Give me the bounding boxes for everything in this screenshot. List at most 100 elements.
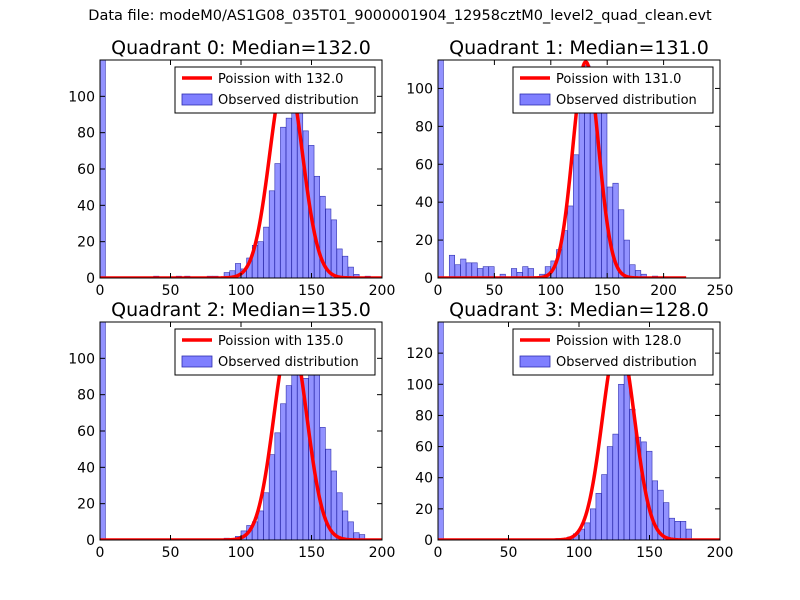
histogram-bar	[460, 258, 467, 278]
histogram-bar	[438, 60, 444, 278]
x-tick-label: 50	[162, 283, 180, 299]
chart-title: Quadrant 3: Median=128.0	[449, 299, 709, 321]
legend-label-poisson: Poission with 128.0	[556, 334, 681, 349]
histogram-bar	[488, 266, 495, 278]
histogram-bar	[448, 254, 455, 278]
histogram-bar	[263, 226, 270, 278]
legend: Poission with 131.0 Observed distribution	[512, 66, 714, 114]
figure-title: Data file: modeM0/AS1G08_035T01_90000019…	[88, 8, 712, 24]
legend-label-poisson: Poission with 131.0	[556, 72, 681, 87]
legend-label-observed: Observed distribution	[556, 93, 697, 108]
y-tick-label: 20	[415, 502, 433, 518]
histogram-bar	[263, 492, 270, 540]
legend-bar-swatch	[181, 355, 213, 368]
y-tick-label: 60	[415, 157, 433, 173]
histogram-bar	[342, 255, 349, 278]
histogram-bar	[268, 454, 275, 540]
chart-panel-2: Quadrant 2: Median=135.0 0 50 100 150 200 0 20 4…	[68, 299, 395, 561]
x-tick-label: 50	[500, 545, 518, 561]
histogram-bar	[347, 521, 354, 540]
y-tick-label: 0	[424, 271, 433, 287]
histogram-bar	[336, 248, 343, 278]
histogram-bar	[680, 521, 687, 540]
chart-title: Quadrant 0: Median=132.0	[111, 37, 371, 59]
x-tick-label: 150	[298, 545, 325, 561]
chart-panel-1: Quadrant 1: Median=131.0 0 50 100 150 200 250 0…	[406, 37, 733, 299]
legend: Poission with 135.0 Observed distribution	[174, 328, 376, 376]
histogram-bar	[578, 107, 585, 278]
y-tick-label: 0	[424, 533, 433, 549]
legend-bar-swatch	[181, 93, 213, 106]
histogram-bar	[567, 205, 574, 278]
histogram-bar	[353, 274, 360, 278]
histogram-bar	[438, 322, 444, 540]
histogram-bar	[612, 433, 619, 540]
y-tick-label: 80	[415, 119, 433, 135]
y-tick-label: 20	[415, 233, 433, 249]
histogram-bar	[471, 262, 478, 278]
y-tick-label: 60	[415, 440, 433, 456]
y-tick-label: 80	[77, 126, 95, 142]
histogram-bar	[674, 521, 681, 540]
y-tick-label: 40	[415, 471, 433, 487]
histogram-bar	[274, 432, 281, 540]
histogram-bar	[595, 492, 602, 540]
histogram-bar	[280, 126, 287, 278]
histogram-bar	[314, 370, 320, 540]
histogram-bar	[347, 266, 354, 278]
histogram-bar	[465, 262, 472, 278]
legend: Poission with 132.0 Observed distribution	[174, 66, 376, 114]
y-tick-label: 0	[86, 533, 95, 549]
y-tick-label: 60	[77, 162, 95, 178]
histogram-bar	[663, 502, 670, 540]
histogram-bar	[285, 385, 292, 540]
chart-panel-3: Quadrant 3: Median=128.0 0 50 100 150 200 0 20 4…	[406, 299, 733, 561]
legend-label-poisson: Poission with 132.0	[218, 72, 343, 87]
y-tick-label: 0	[86, 271, 95, 287]
y-tick-label: 40	[415, 195, 433, 211]
histogram-bar	[623, 239, 630, 278]
y-tick-label: 100	[68, 89, 95, 105]
histogram-bar	[499, 273, 506, 278]
histogram-bar	[606, 446, 613, 540]
histogram-bar	[330, 219, 337, 278]
legend-bar-swatch	[519, 355, 551, 368]
y-tick-label: 40	[77, 460, 95, 476]
histogram-bar	[314, 175, 320, 278]
histogram-bar	[280, 403, 287, 540]
x-tick-label: 200	[369, 283, 396, 299]
histogram-bar	[584, 522, 591, 540]
histogram-bar	[618, 383, 625, 540]
histogram-bar	[257, 241, 264, 278]
y-tick-label: 120	[406, 346, 433, 362]
chart-title: Quadrant 2: Median=135.0	[111, 299, 371, 321]
histogram-bar	[285, 117, 292, 278]
legend-bar-swatch	[519, 93, 551, 106]
y-tick-label: 20	[77, 235, 95, 251]
x-tick-label: 150	[298, 283, 325, 299]
histogram-bar	[291, 356, 298, 540]
y-tick-label: 100	[68, 351, 95, 367]
x-tick-label: 100	[537, 283, 564, 299]
histogram-bar	[257, 510, 264, 540]
histogram-bar	[573, 154, 580, 278]
legend: Poission with 128.0 Observed distribution	[512, 328, 714, 376]
axes-frame	[437, 59, 721, 279]
x-tick-label: 100	[228, 545, 255, 561]
x-tick-label: 150	[594, 283, 621, 299]
y-tick-label: 60	[77, 424, 95, 440]
histogram-bar	[668, 517, 675, 540]
histogram-bar	[268, 190, 275, 278]
y-tick-label: 100	[406, 377, 433, 393]
y-tick-label: 100	[406, 81, 433, 97]
x-tick-label: 200	[707, 545, 734, 561]
x-tick-label: 100	[566, 545, 593, 561]
x-tick-label: 0	[434, 283, 443, 299]
x-tick-label: 100	[228, 283, 255, 299]
histogram-bar	[342, 510, 349, 540]
legend-label-observed: Observed distribution	[218, 355, 359, 370]
y-tick-label: 40	[77, 198, 95, 214]
x-tick-label: 150	[636, 545, 663, 561]
legend-label-observed: Observed distribution	[218, 93, 359, 108]
x-tick-label: 0	[96, 283, 105, 299]
